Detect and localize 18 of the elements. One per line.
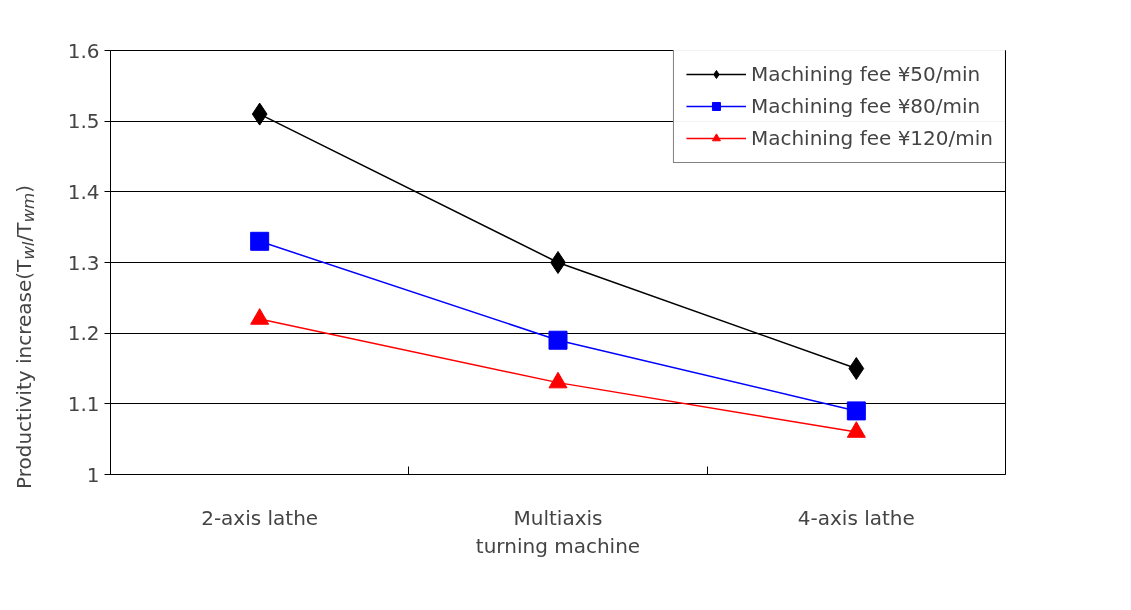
point	[848, 357, 865, 380]
legend-label: Machining fee ¥50/min	[750, 62, 981, 86]
legend-label: Machining fee ¥120/min	[750, 126, 993, 150]
point	[251, 102, 268, 126]
point	[548, 330, 568, 350]
y-tick-label: 1.1	[67, 391, 100, 416]
x-tick-label: 4-axis lathe	[797, 505, 915, 530]
y-tick-label: 1.5	[67, 109, 100, 134]
y-tick-label: 1	[86, 462, 100, 487]
y-tick-label: 1.6	[67, 38, 100, 63]
x-tick-label: 2-axis lathe	[201, 505, 319, 530]
point	[846, 401, 866, 421]
y-tick-label: 1.2	[67, 321, 100, 346]
y-tick-label: 1.4	[67, 179, 100, 204]
point	[250, 231, 270, 251]
y-tick-label: 1.3	[67, 250, 100, 275]
legend-label: Machining fee ¥80/min	[750, 94, 981, 118]
x-tick-label: Multiaxis turning machine	[475, 505, 641, 559]
